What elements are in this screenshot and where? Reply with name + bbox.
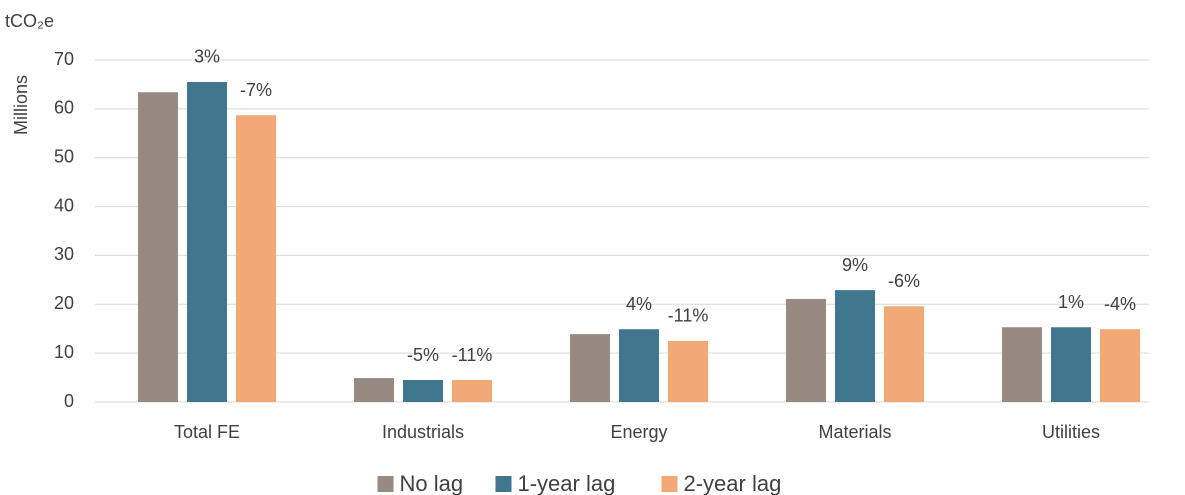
- legend-text: 2-year lag: [684, 471, 782, 495]
- y-tick-label: 60: [54, 98, 74, 118]
- change-label: -5%: [407, 345, 439, 365]
- change-label: -11%: [452, 345, 493, 365]
- change-label: -6%: [888, 271, 920, 291]
- legend-text: No lag: [400, 471, 464, 495]
- y-tick-label: 70: [54, 49, 74, 69]
- bar: [1100, 329, 1140, 402]
- unit-label: tCO₂e: [5, 11, 54, 31]
- x-tick-label: Materials: [818, 422, 891, 442]
- y-axis-label: Millions: [11, 75, 31, 135]
- bar: [884, 306, 924, 402]
- bar: [236, 115, 276, 403]
- change-label: 1%: [1058, 292, 1084, 312]
- bar: [452, 380, 492, 402]
- y-tick-label: 0: [64, 391, 74, 411]
- x-tick-label: Energy: [610, 422, 667, 442]
- legend-swatch: [495, 476, 512, 492]
- bar: [403, 380, 443, 402]
- y-tick-label: 10: [54, 342, 74, 362]
- bar: [786, 298, 826, 402]
- legend-swatch: [377, 476, 394, 492]
- change-label: 4%: [626, 294, 652, 314]
- bar: [1002, 327, 1042, 402]
- bar: [835, 290, 875, 402]
- bar: [354, 378, 394, 402]
- bar: [187, 81, 227, 402]
- change-label: -7%: [240, 80, 272, 100]
- y-tick-label: 20: [54, 293, 74, 313]
- y-tick-label: 50: [54, 146, 74, 166]
- change-label: -4%: [1104, 294, 1136, 314]
- change-label: -11%: [668, 306, 709, 326]
- x-tick-label: Utilities: [1042, 422, 1100, 442]
- x-tick-label: Industrials: [382, 422, 464, 442]
- legend-swatch: [661, 476, 678, 492]
- y-tick-label: 30: [54, 244, 74, 264]
- bar: [570, 334, 610, 402]
- change-label: 3%: [194, 47, 220, 67]
- legend-text: 1-year lag: [518, 471, 616, 495]
- change-label: 9%: [842, 255, 868, 275]
- bar: [138, 92, 178, 402]
- bar: [668, 340, 708, 402]
- y-tick-label: 40: [54, 195, 74, 215]
- bar: [1051, 327, 1091, 402]
- bar: [619, 329, 659, 402]
- x-tick-label: Total FE: [174, 422, 240, 442]
